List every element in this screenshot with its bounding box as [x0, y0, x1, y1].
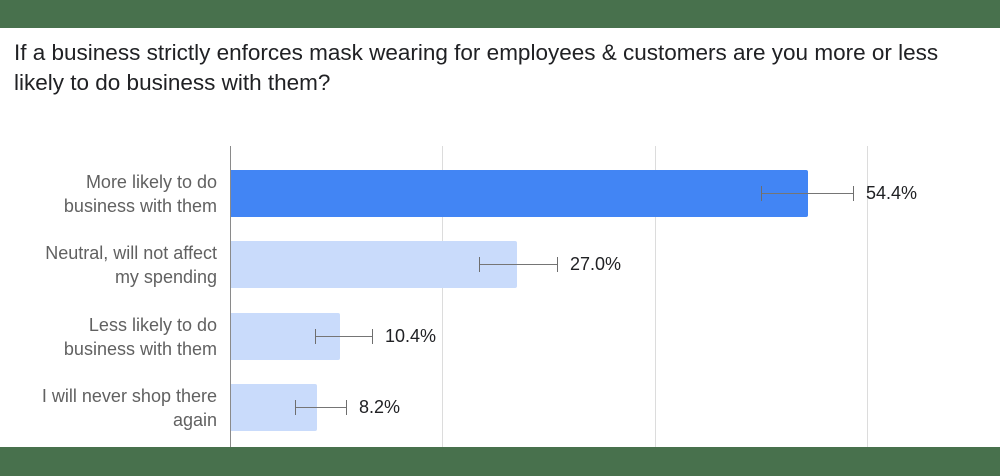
category-label: Less likely to do business with them — [63, 314, 217, 359]
error-bar-cap — [479, 257, 480, 272]
bar-row: Neutral, will not affect my spending 27.0… — [0, 241, 1000, 288]
y-axis-line — [230, 146, 231, 447]
error-bar — [479, 257, 558, 272]
gridline — [442, 146, 443, 447]
error-bar-cap — [372, 329, 373, 344]
value-label: 8.2% — [359, 397, 401, 417]
error-bar-cap — [853, 186, 854, 201]
error-bar-cap — [761, 186, 762, 201]
error-bar-cap — [346, 400, 347, 415]
value-label: 10.4% — [385, 326, 437, 346]
error-bar — [295, 400, 347, 415]
error-bar-cap — [315, 329, 316, 344]
gridline — [655, 146, 656, 447]
value-label: 54.4% — [866, 183, 918, 203]
chart-title: If a business strictly enforces mask wea… — [14, 40, 939, 95]
bar[interactable] — [231, 170, 808, 217]
category-label: I will never shop there again — [41, 385, 217, 430]
error-bar-cap — [557, 257, 558, 272]
top-banner — [0, 0, 1000, 28]
category-label: Neutral, will not affect my spending — [45, 242, 217, 287]
error-bar — [315, 329, 373, 344]
bar-row: More likely to do business with them 54.4… — [0, 170, 1000, 217]
bar-row: Less likely to do business with them 10.4… — [0, 313, 1000, 360]
bottom-banner — [0, 447, 1000, 476]
error-bar-cap — [295, 400, 296, 415]
category-label: More likely to do business with them — [63, 171, 217, 216]
error-bar — [761, 186, 854, 201]
gridline — [867, 146, 868, 447]
bar-row: I will never shop there again 8.2% — [0, 384, 1000, 431]
bar[interactable] — [231, 241, 517, 288]
value-label: 27.0% — [570, 254, 622, 274]
